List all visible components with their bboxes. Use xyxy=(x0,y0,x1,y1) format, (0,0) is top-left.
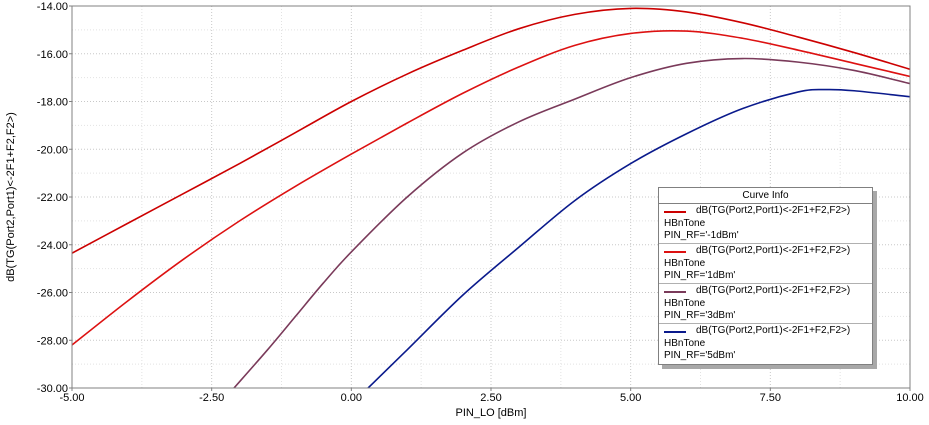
legend-setup-name: HBnTone xyxy=(664,258,706,269)
y-tick-label: -16.00 xyxy=(37,49,68,61)
y-tick-label: -30.00 xyxy=(37,383,68,395)
legend-variable-value: PIN_RF='-1dBm' xyxy=(664,230,739,241)
legend-swatch xyxy=(664,211,686,213)
x-axis-label: PIN_LO [dBm] xyxy=(456,407,527,419)
legend-entry-4[interactable]: dB(TG(Port2,Port1)<-2F1+F2,F2>) HBnTone PI… xyxy=(659,324,872,364)
legend-swatch xyxy=(664,331,686,333)
legend[interactable]: Curve Info dB(TG(Port2,Port1)<-2F1+F2,F2… xyxy=(658,187,873,365)
x-tick-label: -2.50 xyxy=(199,392,224,404)
series-line-2 xyxy=(72,29,910,346)
legend-setup-name: HBnTone xyxy=(664,218,706,229)
series-lines xyxy=(72,7,910,388)
y-tick-label: -26.00 xyxy=(37,288,68,300)
tick-labels: -5.00 -2.50 0.00 2.50 5.00 7.50 10.00 -14.00 -16… xyxy=(37,1,924,404)
series-line-4 xyxy=(367,88,910,388)
y-tick-label: -18.00 xyxy=(37,97,68,109)
y-tick-label: -14.00 xyxy=(37,1,68,13)
legend-entry-2[interactable]: dB(TG(Port2,Port1)<-2F1+F2,F2>) HBnTone PI… xyxy=(659,244,872,284)
legend-entry-3[interactable]: dB(TG(Port2,Port1)<-2F1+F2,F2>) HBnTone PI… xyxy=(659,284,872,324)
x-tick-label: -5.00 xyxy=(59,392,84,404)
legend-setup-name: HBnTone xyxy=(664,338,706,349)
legend-swatch xyxy=(664,291,686,293)
y-tick-label: -22.00 xyxy=(37,192,68,204)
legend-title: Curve Info xyxy=(659,188,872,204)
legend-variable-value: PIN_RF='3dBm' xyxy=(664,310,736,321)
legend-series-name: dB(TG(Port2,Port1)<-2F1+F2,F2>) xyxy=(696,205,851,216)
series-line-1 xyxy=(72,7,910,254)
legend-series-name: dB(TG(Port2,Port1)<-2F1+F2,F2>) xyxy=(696,245,851,256)
plot-frame xyxy=(71,5,911,389)
legend-variable-value: PIN_RF='5dBm' xyxy=(664,350,736,361)
legend-swatch xyxy=(664,251,686,253)
legend-entry-1[interactable]: dB(TG(Port2,Port1)<-2F1+F2,F2>) HBnTone PI… xyxy=(659,204,872,244)
x-tick-label: 2.50 xyxy=(480,392,501,404)
legend-setup-name: HBnTone xyxy=(664,298,706,309)
y-tick-label: -20.00 xyxy=(37,144,68,156)
legend-series-name: dB(TG(Port2,Port1)<-2F1+F2,F2>) xyxy=(696,285,851,296)
legend-series-name: dB(TG(Port2,Port1)<-2F1+F2,F2>) xyxy=(696,325,851,336)
y-axis-label: dB(TG(Port2,Port1)<-2F1+F2,F2>) xyxy=(5,112,17,282)
legend-variable-value: PIN_RF='1dBm' xyxy=(664,270,736,281)
series-line-3 xyxy=(233,57,910,388)
x-tick-label: 10.00 xyxy=(896,392,924,404)
x-tick-label: 5.00 xyxy=(620,392,641,404)
y-tick-label: -24.00 xyxy=(37,240,68,252)
x-tick-label: 7.50 xyxy=(760,392,781,404)
x-tick-label: 0.00 xyxy=(341,392,362,404)
y-tick-label: -28.00 xyxy=(37,335,68,347)
legend-items: dB(TG(Port2,Port1)<-2F1+F2,F2>) HBnTone PI… xyxy=(659,204,872,364)
